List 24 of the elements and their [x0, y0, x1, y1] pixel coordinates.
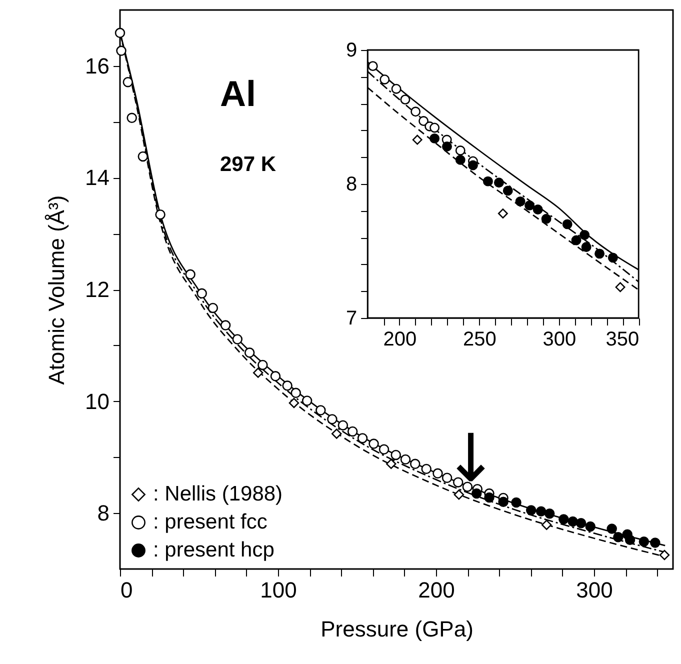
- x-tick-label: 300: [576, 578, 613, 602]
- x-tick-label: 250: [463, 328, 496, 350]
- y-axis-title: Atomic Volume (Å³): [44, 195, 70, 385]
- legend-label: : present hcp: [153, 538, 274, 562]
- y-tick-label: 7: [346, 308, 358, 330]
- legend-label: : present fcc: [153, 510, 268, 534]
- y-tick-label: 12: [85, 277, 110, 302]
- y-tick-label: 8: [97, 500, 110, 526]
- x-tick-label: 0: [120, 578, 133, 602]
- x-tick-label: 300: [542, 328, 576, 350]
- annotation: 297 K: [220, 153, 276, 176]
- legend-label: : Nellis (1988): [153, 482, 283, 506]
- x-tick-label: 200: [418, 578, 455, 602]
- y-tick-label: 16: [85, 53, 110, 78]
- y-tick-label: 14: [85, 165, 110, 190]
- annotation: ↓: [443, 420, 498, 497]
- y-tick-label: 8: [346, 174, 358, 196]
- annotation: Al: [220, 73, 256, 114]
- y-tick-label: 10: [85, 388, 110, 414]
- x-tick-label: 100: [260, 578, 297, 602]
- x-tick-label: 200: [383, 328, 417, 350]
- x-tick-label: 350: [606, 328, 640, 350]
- x-axis-title: Pressure (GPa): [320, 616, 474, 642]
- y-tick-label: 9: [346, 40, 358, 62]
